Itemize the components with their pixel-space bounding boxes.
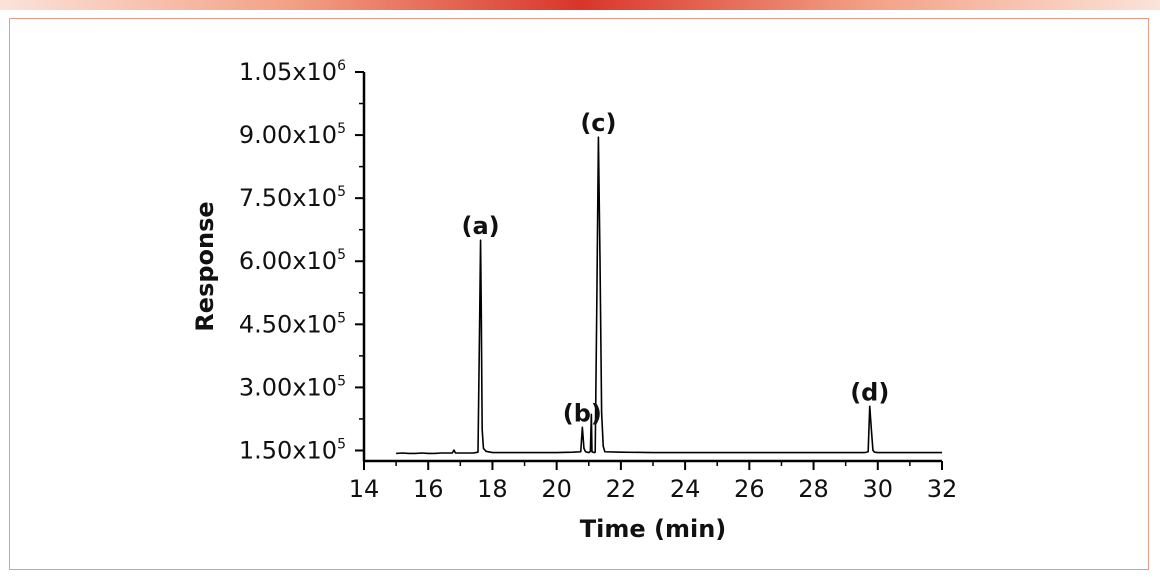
- x-tick-label: 24: [670, 475, 701, 503]
- x-tick-label: 14: [349, 475, 380, 503]
- x-tick-label: 30: [863, 475, 894, 503]
- x-tick-label: 16: [413, 475, 444, 503]
- y-tick-label: 6.00x105: [239, 247, 346, 275]
- y-tick-label: 9.00x105: [239, 121, 346, 149]
- x-tick-label: 22: [606, 475, 637, 503]
- peak-label: (a): [461, 212, 499, 240]
- y-axis-title: Response: [191, 201, 219, 331]
- y-tick-label: 3.00x105: [239, 373, 346, 401]
- chromatogram-trace: [396, 136, 942, 455]
- y-tick-label: 1.05x106: [239, 58, 346, 86]
- peak-labels: (a) (b) (c) (d): [461, 109, 889, 427]
- x-tick-label: 18: [477, 475, 508, 503]
- y-axis-ticks: [355, 71, 364, 452]
- x-axis-tick-labels: 14 16 18 20 22 24 26 28 30 32: [349, 475, 958, 503]
- x-tick-label: 32: [927, 475, 958, 503]
- chart-frame: [9, 18, 1149, 570]
- peak-label: (b): [563, 399, 602, 427]
- y-tick-label: 1.50x105: [239, 436, 346, 464]
- x-axis-ticks: [363, 461, 943, 470]
- y-tick-label: 7.50x105: [239, 184, 346, 212]
- x-tick-label: 20: [541, 475, 572, 503]
- peak-label: (c): [580, 109, 616, 137]
- x-tick-label: 26: [734, 475, 765, 503]
- x-axis-title: Time (min): [580, 515, 727, 543]
- top-gradient-bar: [0, 0, 1160, 10]
- y-tick-label: 4.50x105: [239, 310, 346, 338]
- peak-label: (d): [850, 378, 889, 406]
- x-tick-label: 28: [798, 475, 829, 503]
- y-axis-tick-labels: 1.50x105 3.00x105 4.50x105 6.00x105 7.50x105…: [239, 58, 346, 464]
